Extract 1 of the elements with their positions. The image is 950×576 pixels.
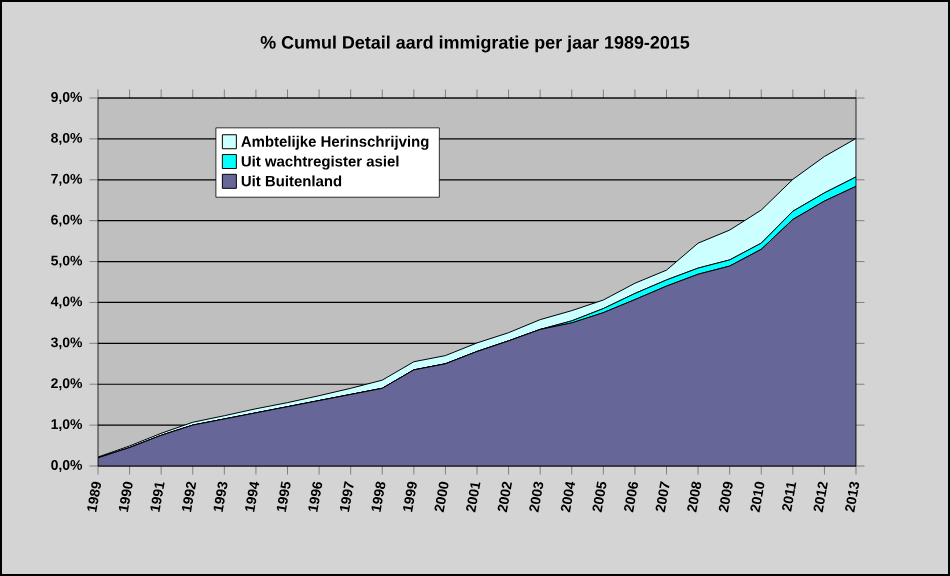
chart-title: % Cumul Detail aard immigratie per jaar 1989-2015 — [260, 35, 690, 53]
